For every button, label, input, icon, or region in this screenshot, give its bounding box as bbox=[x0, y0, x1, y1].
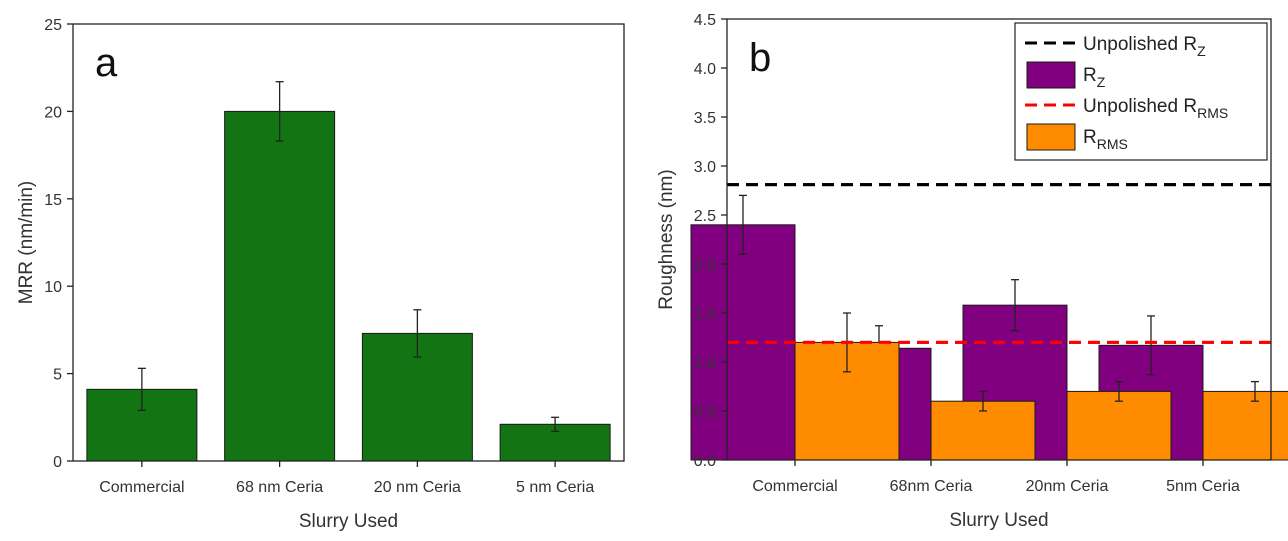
y-tick-label-4: 20 bbox=[44, 104, 62, 121]
legend-label: Unpolished RRMS bbox=[1083, 96, 1228, 121]
legend-label-main: Unpolished R bbox=[1083, 96, 1197, 117]
y-tick-label-0: 0.0 bbox=[694, 453, 716, 470]
legend-label-subscript: RMS bbox=[1097, 136, 1128, 152]
error-bar-s0-1 bbox=[275, 81, 284, 142]
x-axis-label: Slurry Used bbox=[949, 510, 1048, 531]
error-bar-s0-0 bbox=[137, 367, 146, 411]
y-tick-label-2: 1.0 bbox=[694, 355, 716, 372]
y-tick-label-7: 3.5 bbox=[694, 110, 716, 127]
y-tick-label-3: 1.5 bbox=[694, 306, 716, 323]
x-tick-label-3: 5 nm Ceria bbox=[516, 479, 594, 496]
legend-label: RZ bbox=[1083, 65, 1106, 90]
error-bar-s1-1 bbox=[979, 390, 987, 412]
legend-item-3: RRMS bbox=[1026, 123, 1128, 152]
x-tick-label-1: 68nm Ceria bbox=[890, 478, 973, 495]
y-tick-label-4: 2.0 bbox=[694, 257, 716, 274]
legend-label-subscript: Z bbox=[1197, 43, 1206, 59]
legend-bar-swatch bbox=[1026, 61, 1076, 89]
x-tick-label-0: Commercial bbox=[99, 479, 184, 496]
error-bar-s0-0 bbox=[739, 194, 747, 255]
legend-item-0: Unpolished RZ bbox=[1025, 34, 1206, 59]
x-tick-label-1: 68 nm Ceria bbox=[236, 479, 323, 496]
legend-item-1: RZ bbox=[1026, 61, 1106, 90]
x-tick-label-3: 5nm Ceria bbox=[1166, 478, 1240, 495]
error-bar-s0-2 bbox=[1011, 279, 1019, 332]
chart-panel-b: 0.0 0.5 1.0 1.5 2.0 2.5 3.0 3.5 4.0 4.5 Commercial… bbox=[656, 12, 1288, 531]
legend-label-main: Unpolished R bbox=[1083, 34, 1197, 55]
legend-item-2: Unpolished RRMS bbox=[1025, 96, 1228, 121]
chart-panel-a: 0 5 10 15 20 25 Commercial 68 nm Ceria 20 nm Cer… bbox=[16, 17, 625, 532]
y-tick-label-6: 3.0 bbox=[694, 159, 716, 176]
y-tick-label-1: 0.5 bbox=[694, 404, 716, 421]
y-axis-label: Roughness (nm) bbox=[656, 169, 677, 309]
y-axis-label: MRR (nm/min) bbox=[16, 181, 37, 305]
bar-s1-2 bbox=[1066, 390, 1172, 461]
y-tick-label-8: 4.0 bbox=[694, 61, 716, 78]
legend-label: RRMS bbox=[1083, 127, 1128, 152]
x-axis-label: Slurry Used bbox=[299, 511, 398, 532]
legend-label-subscript: RMS bbox=[1197, 105, 1228, 121]
x-tick-label-2: 20nm Ceria bbox=[1026, 478, 1109, 495]
bar-s0-1 bbox=[224, 110, 336, 462]
y-tick-label-3: 15 bbox=[44, 192, 62, 209]
y-tick-label-2: 10 bbox=[44, 279, 62, 296]
panel-label: b bbox=[749, 36, 771, 80]
plot-frame bbox=[726, 18, 1272, 461]
y-tick-label-5: 2.5 bbox=[694, 208, 716, 225]
legend-label-subscript: Z bbox=[1097, 74, 1106, 90]
error-bar-s1-3 bbox=[1251, 380, 1259, 402]
y-tick-label-5: 25 bbox=[44, 17, 62, 34]
legend-label: Unpolished RZ bbox=[1083, 34, 1206, 59]
panel-label: a bbox=[95, 41, 118, 85]
bar-s1-3 bbox=[1202, 390, 1288, 461]
bar-s0-0 bbox=[690, 224, 796, 461]
legend-label-main: R bbox=[1083, 65, 1097, 86]
y-tick-label-0: 0 bbox=[53, 454, 62, 471]
error-bar-s0-3 bbox=[1147, 315, 1155, 376]
x-tick-label-2: 20 nm Ceria bbox=[374, 479, 461, 496]
legend-bar-swatch bbox=[1026, 123, 1076, 151]
x-tick-label-0: Commercial bbox=[752, 478, 837, 495]
y-tick-label-9: 4.5 bbox=[694, 12, 716, 29]
error-bar-s1-2 bbox=[1115, 380, 1123, 402]
plot-frame bbox=[72, 23, 625, 462]
legend-label-main: R bbox=[1083, 127, 1097, 148]
error-bar-s0-3 bbox=[551, 416, 560, 432]
error-bar-s0-2 bbox=[413, 309, 422, 358]
y-tick-label-1: 5 bbox=[53, 367, 62, 384]
